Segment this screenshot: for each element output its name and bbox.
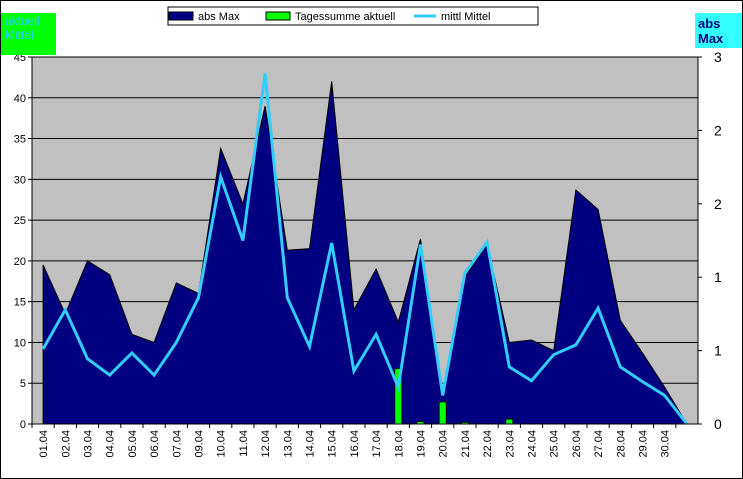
- x-tick-label: 20.04: [438, 430, 450, 458]
- x-tick-label: 21.04: [460, 430, 472, 458]
- x-tick-label: 18.04: [393, 430, 405, 458]
- y2-tick-label: 1: [714, 269, 722, 285]
- x-tick-label: 24.04: [527, 430, 539, 458]
- x-tick-label: 27.04: [593, 430, 605, 458]
- y-tick-label: 20: [14, 256, 26, 268]
- x-tick-label: 26.04: [571, 430, 583, 458]
- legend-label: mittl Mittel: [441, 11, 491, 23]
- x-tick-label: 01.04: [38, 430, 50, 458]
- corner-label-left: aktuell Mittel: [5, 14, 40, 42]
- legend-items: abs Max Tagessumme aktuell mittl Mittel: [168, 11, 491, 23]
- legend-label: abs Max: [198, 11, 240, 23]
- x-tick-label: 29.04: [638, 430, 650, 458]
- y2-tick-label: 2: [714, 122, 722, 138]
- corner-box-left: [1, 13, 56, 55]
- x-tick-label: 23.04: [504, 430, 516, 458]
- y-tick-label: 10: [14, 337, 26, 349]
- y2-tick-label: 3: [714, 49, 722, 65]
- legend-swatch: [168, 11, 194, 21]
- x-tick-label: 25.04: [549, 430, 561, 458]
- bar: [438, 401, 447, 425]
- x-tick-label: 03.04: [83, 430, 95, 458]
- area: [42, 81, 688, 425]
- corner-box-right: [695, 13, 742, 48]
- x-tick-label: 02.04: [60, 430, 72, 458]
- legend-label: Tagessumme aktuell: [295, 11, 395, 23]
- x-tick-label: 13.04: [282, 430, 294, 458]
- y-tick-label: 5: [20, 378, 26, 390]
- x-tick-label: 10.04: [216, 430, 228, 458]
- x-tick-label: 06.04: [149, 430, 161, 458]
- y-tick-label: 35: [14, 134, 26, 146]
- x-tick-label: 16.04: [349, 430, 361, 458]
- line: [41, 73, 689, 425]
- y-tick-label: 30: [14, 174, 26, 186]
- y2-tick-label: 0: [714, 416, 722, 432]
- x-tick-label: 15.04: [327, 430, 339, 458]
- y-tick-label: 40: [14, 93, 26, 105]
- x-tick-label: 11.04: [238, 430, 250, 457]
- x-tick-label: 12.04: [260, 430, 272, 458]
- x-tick-label: 28.04: [615, 430, 627, 458]
- y2-tick-label: 2: [714, 196, 722, 212]
- y-tick-label: 15: [14, 297, 26, 309]
- x-tick-label: 05.04: [127, 430, 139, 458]
- x-tick-label: 09.04: [194, 430, 206, 458]
- legend-swatch: [265, 11, 291, 21]
- x-tick-label: 17.04: [371, 430, 383, 458]
- bar: [505, 418, 514, 425]
- x-tick-label: 22.04: [482, 430, 494, 458]
- x-tick-label: 30.04: [660, 430, 672, 458]
- x-tick-label: 19.04: [416, 430, 428, 458]
- y-tick-label: 25: [14, 215, 26, 227]
- x-tick-label: 14.04: [305, 430, 317, 458]
- legend: [167, 6, 539, 26]
- x-tick-label: 04.04: [105, 430, 117, 458]
- corner-label-right: abs Max: [698, 16, 724, 46]
- y2-tick-label: 1: [714, 343, 722, 359]
- x-tick-label: 07.04: [171, 430, 183, 458]
- y-tick-label: 0: [20, 419, 26, 431]
